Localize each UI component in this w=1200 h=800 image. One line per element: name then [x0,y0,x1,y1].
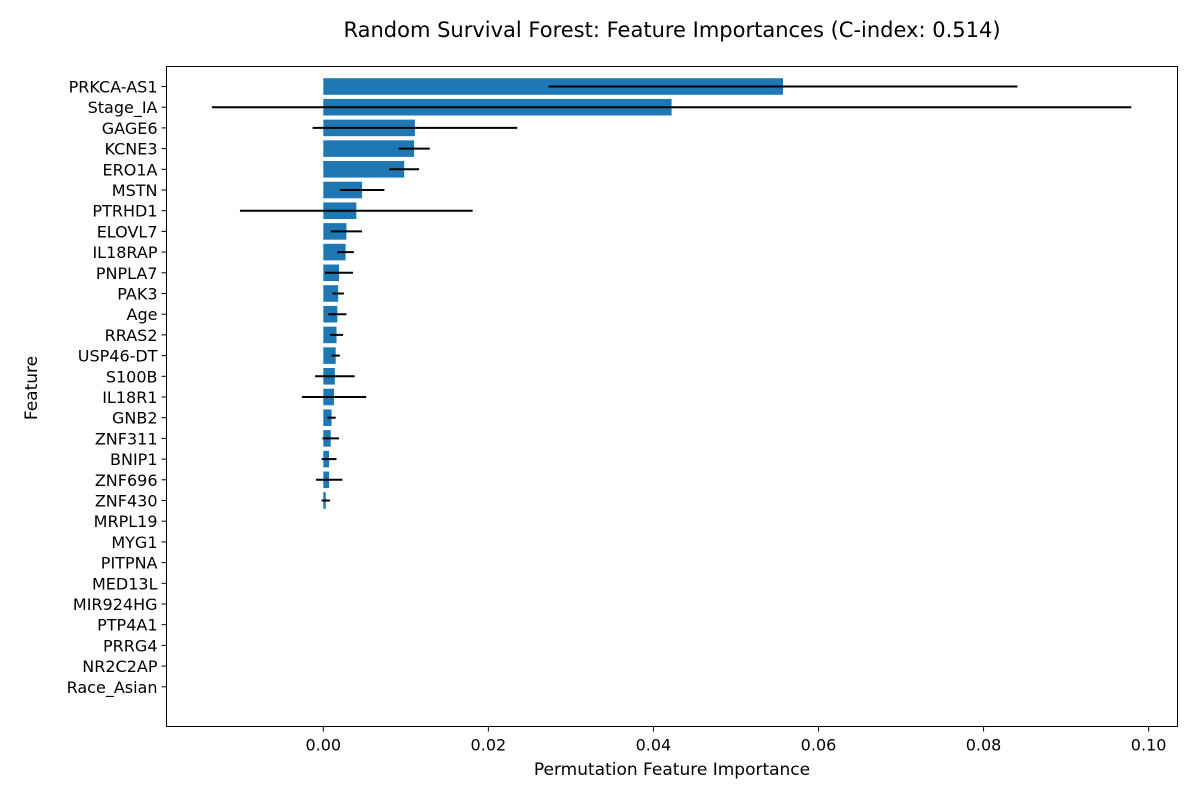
y-tick-label: PTP4A1 [97,616,157,635]
y-tick-label: USP46-DT [78,347,158,366]
y-tick-label: PAK3 [117,285,157,304]
bar-PAK3 [323,285,339,302]
x-tick-label: 0.02 [471,736,507,755]
chart-title: Random Survival Forest: Feature Importan… [343,18,1000,42]
x-tick-label: 0.08 [966,736,1002,755]
x-tick-label: 0.00 [305,736,341,755]
y-axis-title: Feature [22,356,42,420]
y-tick-label: GAGE6 [102,119,158,138]
bar-IL18RAP [323,243,346,261]
y-tick-label: ZNF311 [95,429,158,448]
y-tick-label: IL18R1 [102,388,157,407]
x-tick-label: 0.10 [1131,736,1167,755]
y-tick-label: PITPNA [101,554,158,573]
y-tick-label: Race_Asian [67,678,158,698]
bar-USP46-DT [323,347,336,364]
y-tick-label: S100B [106,367,158,386]
y-tick-label: BNIP1 [110,450,158,469]
y-tick-label: IL18RAP [92,243,157,262]
bar-ERO1A [323,161,405,178]
y-tick-label: MSTN [112,181,158,200]
y-tick-label: MIR924HG [73,595,158,614]
y-tick-label: MRPL19 [94,512,158,531]
y-tick-label: Stage_IA [88,98,158,118]
bar-KCNE3 [323,140,415,157]
y-tick-label: ZNF430 [95,492,158,511]
y-tick-label: RRAS2 [105,326,158,345]
y-tick-label: MYG1 [111,533,157,552]
y-tick-label: PRRG4 [103,636,157,655]
y-tick-label: MED13L [92,574,158,593]
y-tick-label: PRKCA-AS1 [69,78,158,97]
y-tick-label: Age [127,305,158,324]
y-tick-label: KCNE3 [104,140,157,159]
y-tick-label: GNB2 [112,409,158,428]
y-tick-label: PNPLA7 [96,264,158,283]
y-tick-label: ELOVL7 [97,222,158,241]
x-axis-title: Permutation Feature Importance [534,760,810,780]
y-tick-label: ERO1A [103,160,158,179]
x-tick-label: 0.04 [636,736,672,755]
plot-frame [166,66,1178,727]
y-tick-label: NR2C2AP [82,657,158,676]
y-tick-label: ZNF696 [95,471,158,490]
y-tick-label: PTRHD1 [92,202,157,221]
x-tick-label: 0.06 [801,736,837,755]
